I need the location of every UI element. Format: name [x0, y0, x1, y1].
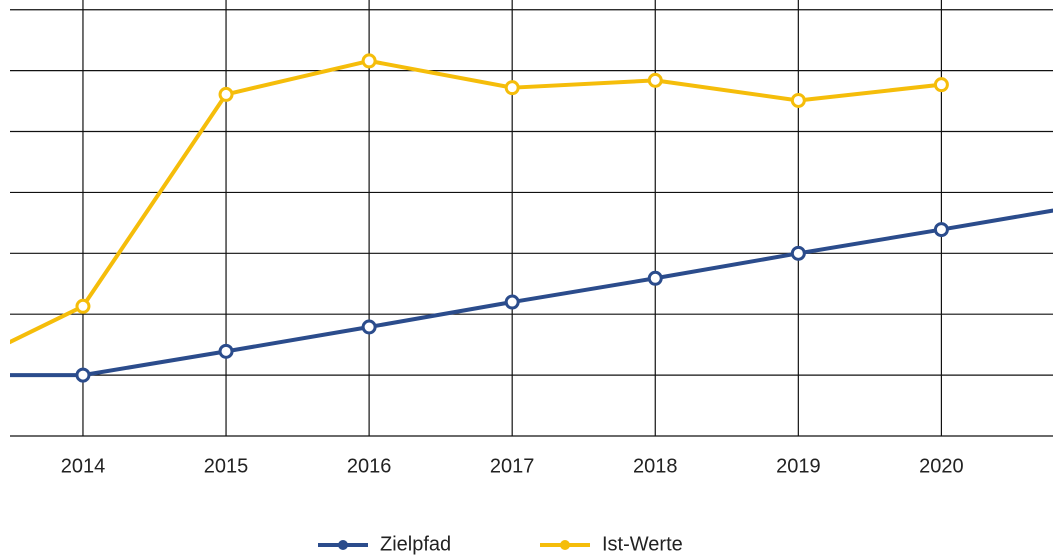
- legend-label: Ist-Werte: [602, 533, 683, 555]
- legend-label: Zielpfad: [380, 533, 451, 555]
- legend-marker: [338, 540, 348, 550]
- data-point: [218, 343, 234, 359]
- data-point: [75, 298, 91, 314]
- legend-marker: [560, 540, 570, 550]
- x-tick-label: 2014: [61, 455, 106, 477]
- data-point: [75, 367, 91, 383]
- x-tick-label: 2017: [490, 455, 535, 477]
- x-tick-label: 2019: [776, 455, 821, 477]
- x-tick-label: 2015: [204, 455, 249, 477]
- data-point: [933, 77, 949, 93]
- data-point: [790, 245, 806, 261]
- data-point: [361, 53, 377, 69]
- data-point: [647, 270, 663, 286]
- data-point: [504, 80, 520, 96]
- data-point: [361, 319, 377, 335]
- series-line: [10, 58, 942, 345]
- series-line: [10, 208, 1053, 378]
- data-point: [933, 222, 949, 238]
- x-tick-label: 2016: [347, 455, 392, 477]
- legend: Zielpfad Ist-Werte: [318, 533, 683, 555]
- data-point: [504, 294, 520, 310]
- x-tick-label: 2020: [919, 455, 964, 477]
- data-point: [790, 92, 806, 108]
- plot-area: [10, 53, 1053, 383]
- grid: 2014 2015 2016 2017 2018 2019 2020: [10, 0, 1053, 477]
- data-point: [218, 86, 234, 102]
- data-point: [647, 72, 663, 88]
- x-tick-label: 2018: [633, 455, 678, 477]
